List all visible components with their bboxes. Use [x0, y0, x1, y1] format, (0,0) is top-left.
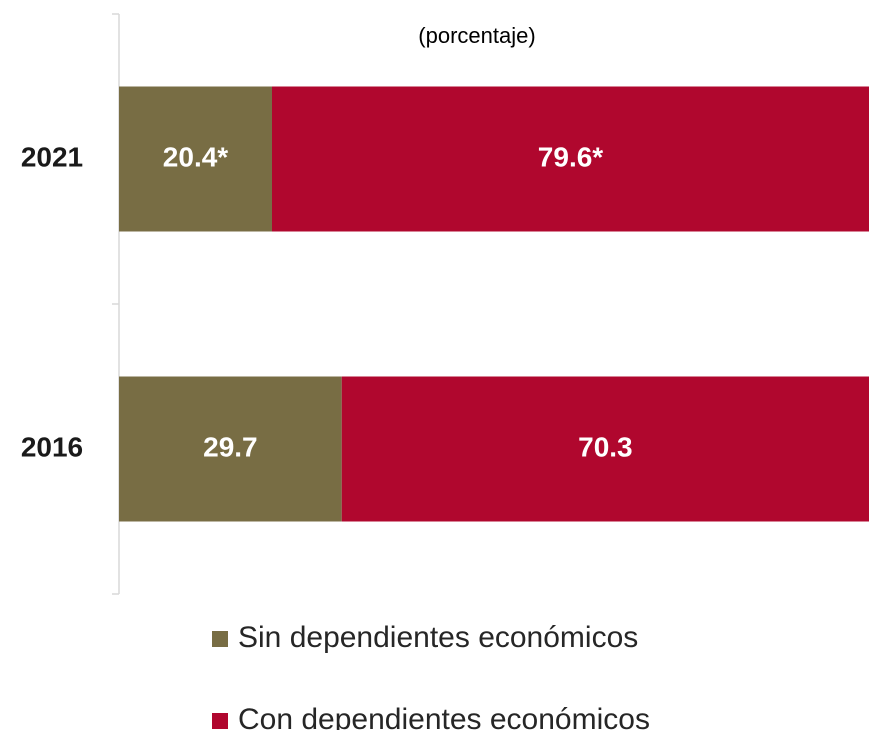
y-tick-label: 2021: [21, 141, 83, 172]
bar-segment: [272, 86, 869, 232]
legend-label: Con dependientes económicos: [238, 703, 650, 730]
data-label: 20.4*: [163, 141, 228, 172]
bar-segment: [119, 376, 342, 522]
bar-segment: [119, 86, 272, 232]
legend-swatch: [212, 713, 228, 729]
data-label: 29.7: [203, 431, 258, 462]
y-tick-label: 2016: [21, 431, 83, 462]
legend-label: Sin dependientes económicos: [238, 621, 638, 654]
chart-subtitle: (porcentaje): [418, 23, 535, 48]
data-label: 79.6*: [538, 141, 603, 172]
data-label: 70.3: [578, 431, 633, 462]
legend-swatch: [212, 631, 228, 647]
bar-segment: [341, 376, 869, 522]
